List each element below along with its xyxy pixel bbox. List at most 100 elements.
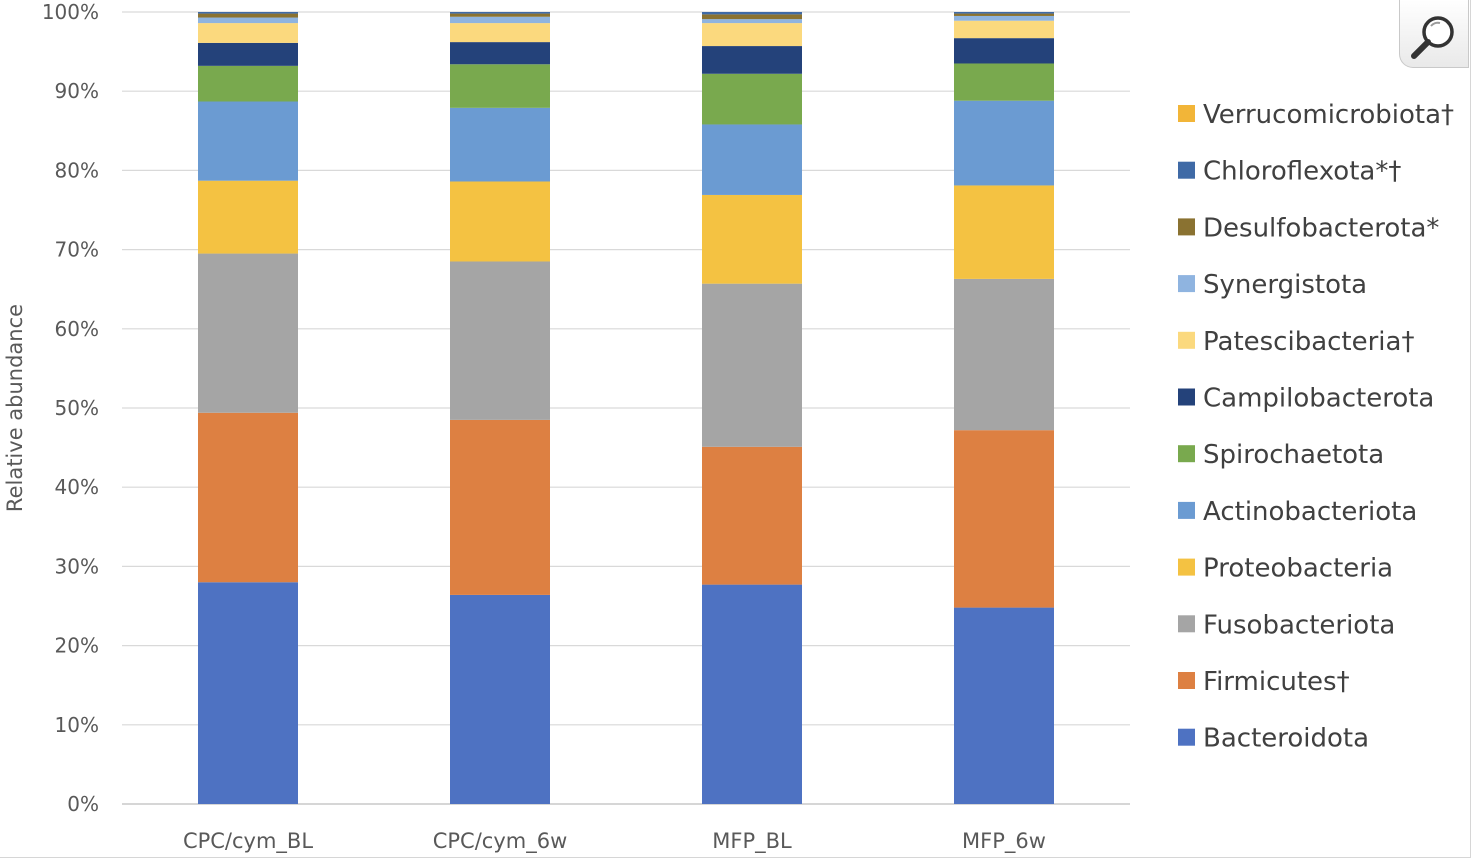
y-tick-label: 60% — [55, 317, 99, 341]
bar-segment — [450, 261, 550, 420]
legend-label: Spirochaetota — [1203, 440, 1384, 470]
bar-stack — [198, 12, 298, 804]
bar-segment — [450, 594, 550, 804]
bar-segment — [198, 253, 298, 413]
x-category-label: MFP_BL — [712, 829, 792, 854]
legend-entry: Chloroflexota*† — [1178, 157, 1401, 187]
legend-entry: Desulfobacterota* — [1178, 213, 1439, 243]
bar-segment — [702, 73, 802, 125]
legend-label: Bacteroidota — [1203, 724, 1369, 754]
x-category-label: CPC/cym_BL — [183, 829, 313, 854]
bar-segment — [450, 181, 550, 262]
bar-segment — [450, 12, 550, 14]
x-category-label: CPC/cym_6w — [433, 829, 568, 854]
bar-segment — [954, 607, 1054, 804]
bar-segment — [702, 584, 802, 804]
bars — [198, 12, 1054, 804]
y-tick-label: 40% — [55, 475, 99, 499]
legend-entry: Verrucomicrobiota† — [1178, 100, 1454, 130]
bar-stack — [954, 12, 1054, 804]
legend-swatch — [1178, 558, 1195, 576]
legend-swatch — [1178, 445, 1195, 463]
legend-swatch — [1178, 672, 1195, 689]
legend-swatch — [1178, 105, 1195, 122]
legend-label: Synergistota — [1203, 270, 1367, 300]
bar-segment — [198, 42, 298, 66]
bar-stack — [450, 12, 550, 804]
bar-segment — [450, 13, 550, 17]
bar-segment — [954, 38, 1054, 64]
legend-label: Fusobacteriota — [1203, 610, 1395, 640]
bar-segment — [954, 278, 1054, 431]
legend-label: Actinobacteriota — [1203, 497, 1417, 527]
legend-swatch — [1178, 388, 1195, 406]
bar-segment — [702, 46, 802, 74]
x-category-label: MFP_6w — [962, 829, 1046, 854]
legend-entry: Fusobacteriota — [1178, 610, 1395, 640]
legend-entry: Synergistota — [1178, 270, 1367, 300]
y-tick-label: 100% — [42, 0, 99, 24]
bar-segment — [954, 15, 1054, 21]
legend-entry: Firmicutes† — [1178, 667, 1350, 697]
legend-entry: Actinobacteriota — [1178, 497, 1417, 527]
bar-segment — [702, 283, 802, 447]
bar-segment — [450, 107, 550, 182]
bar-segment — [198, 412, 298, 583]
bar-segment — [198, 180, 298, 254]
legend-label: Campilobacterota — [1203, 384, 1434, 414]
y-tick-label: 30% — [55, 554, 99, 578]
bar-segment — [954, 12, 1054, 14]
y-tick-label: 50% — [55, 396, 99, 420]
x-axis-labels: CPC/cym_BL CPC/cym_6w MFP_BL MFP_6w — [183, 829, 1046, 854]
legend-label: Proteobacteria — [1203, 554, 1393, 584]
bar-segment — [450, 16, 550, 24]
legend-entry: Campilobacterota — [1178, 384, 1434, 414]
legend-label: Desulfobacterota* — [1203, 213, 1439, 243]
y-tick-label: 80% — [55, 158, 99, 182]
bar-segment — [702, 194, 802, 284]
bar-segment — [702, 446, 802, 585]
bar-segment — [954, 185, 1054, 279]
bar-segment — [450, 23, 550, 43]
legend-label: Patescibacteria† — [1203, 327, 1414, 357]
bar-segment — [198, 65, 298, 102]
bar-segment — [954, 13, 1054, 16]
zoom-button[interactable] — [1399, 0, 1469, 68]
legend-swatch — [1178, 728, 1195, 746]
bar-segment — [198, 17, 298, 24]
legend-entry: Bacteroidota — [1178, 724, 1369, 754]
y-tick-label: 10% — [55, 713, 99, 737]
legend-swatch — [1178, 275, 1195, 293]
bar-segment — [702, 124, 802, 195]
bar-segment — [702, 14, 802, 20]
bar-segment — [198, 12, 298, 14]
legend-entry: Patescibacteria† — [1178, 327, 1414, 357]
legend-entry: Proteobacteria — [1178, 554, 1393, 584]
bar-stack — [702, 12, 802, 804]
legend-swatch — [1178, 331, 1195, 349]
legend-swatch — [1178, 615, 1195, 633]
legend-swatch — [1178, 161, 1195, 179]
bar-segment — [954, 100, 1054, 186]
legend-swatch — [1178, 501, 1195, 519]
bar-segment — [450, 42, 550, 65]
bar-segment — [450, 64, 550, 108]
y-tick-label: 90% — [55, 79, 99, 103]
magnifier-icon — [1411, 16, 1454, 59]
legend-label: Firmicutes† — [1203, 667, 1350, 697]
y-tick-label: 0% — [67, 792, 99, 816]
y-axis-ticks: 0% 10% 20% 30% 40% 50% 60% 70% 80% 90% 100% — [42, 0, 99, 816]
bar-segment — [954, 430, 1054, 608]
bar-segment — [954, 63, 1054, 101]
legend-entry: Spirochaetota — [1178, 440, 1384, 470]
legend: Verrucomicrobiota† Chloroflexota*† Desulfo… — [1178, 100, 1454, 754]
bar-segment — [702, 19, 802, 24]
bar-segment — [450, 419, 550, 595]
y-tick-label: 20% — [55, 634, 99, 658]
y-tick-label: 70% — [55, 238, 99, 262]
bar-segment — [198, 13, 298, 18]
legend-label: Verrucomicrobiota† — [1203, 100, 1454, 130]
bar-segment — [198, 582, 298, 804]
